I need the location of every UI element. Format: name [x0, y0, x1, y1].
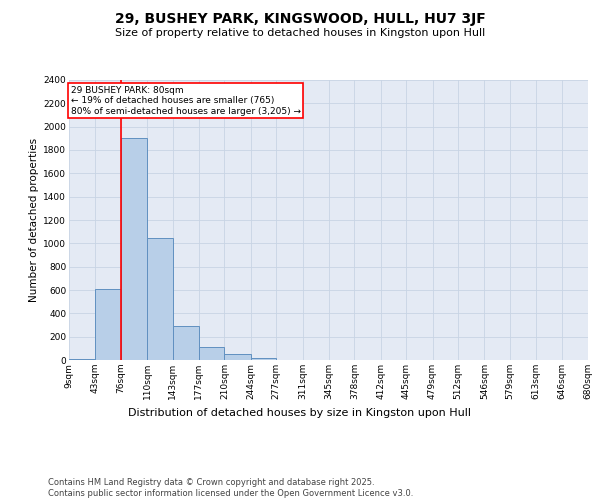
Text: Size of property relative to detached houses in Kingston upon Hull: Size of property relative to detached ho… — [115, 28, 485, 38]
Bar — [69, 359, 95, 360]
Bar — [147, 238, 173, 360]
Text: 29 BUSHEY PARK: 80sqm
← 19% of detached houses are smaller (765)
80% of semi-det: 29 BUSHEY PARK: 80sqm ← 19% of detached … — [71, 86, 301, 116]
Bar — [251, 358, 276, 360]
Y-axis label: Number of detached properties: Number of detached properties — [29, 138, 39, 302]
Bar — [199, 347, 224, 360]
Bar — [121, 138, 147, 360]
Bar — [95, 290, 121, 360]
Text: 29, BUSHEY PARK, KINGSWOOD, HULL, HU7 3JF: 29, BUSHEY PARK, KINGSWOOD, HULL, HU7 3J… — [115, 12, 485, 26]
Text: Contains HM Land Registry data © Crown copyright and database right 2025.
Contai: Contains HM Land Registry data © Crown c… — [48, 478, 413, 498]
Bar — [224, 354, 251, 360]
Bar — [173, 326, 199, 360]
Text: Distribution of detached houses by size in Kingston upon Hull: Distribution of detached houses by size … — [128, 408, 472, 418]
